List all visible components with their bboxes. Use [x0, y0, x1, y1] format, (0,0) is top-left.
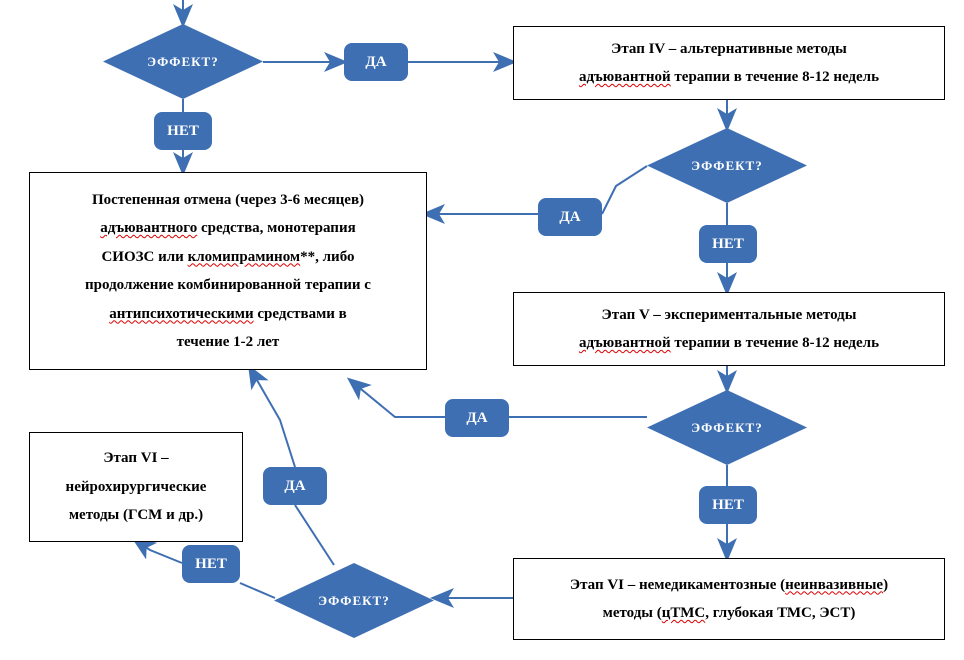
edge: [135, 540, 182, 563]
decision-d3: ЭФФЕКТ?: [647, 390, 807, 465]
process-box-b4: Этап IV – альтернативные методыадъювантн…: [513, 26, 945, 100]
branch-label-p_da1: ДА: [344, 43, 408, 81]
flowchart-canvas: ЭФФЕКТ? ДА НЕТ Этап IV – альтернативные мет…: [0, 0, 964, 660]
branch-label-p_da4: ДА: [263, 467, 327, 505]
edge: [295, 505, 334, 565]
branch-label-p_no2: НЕТ: [699, 225, 757, 263]
edge: [602, 166, 647, 214]
process-box-b5: Этап V – экспериментальные методыадъюван…: [513, 292, 945, 366]
edge: [350, 380, 445, 417]
decision-d4: ЭФФЕКТ?: [274, 563, 434, 638]
process-box-bL: Постепенная отмена (через 3-6 месяцев)ад…: [29, 172, 427, 370]
edge: [240, 583, 275, 598]
decision-d2: ЭФФЕКТ?: [647, 128, 807, 203]
process-box-b6b: Этап VI – немедикаментозные (неинвазивны…: [513, 558, 945, 640]
branch-label-p_no4: НЕТ: [182, 545, 240, 583]
branch-label-p_da2: ДА: [538, 198, 602, 236]
decision-d1: ЭФФЕКТ?: [103, 24, 263, 99]
process-box-b6a: Этап VI –нейрохирургическиеметоды (ГСМ и…: [29, 432, 243, 542]
branch-label-p_da3: ДА: [445, 399, 509, 437]
edge: [250, 368, 295, 467]
branch-label-p_no3: НЕТ: [699, 486, 757, 524]
branch-label-p_no1: НЕТ: [154, 112, 212, 150]
